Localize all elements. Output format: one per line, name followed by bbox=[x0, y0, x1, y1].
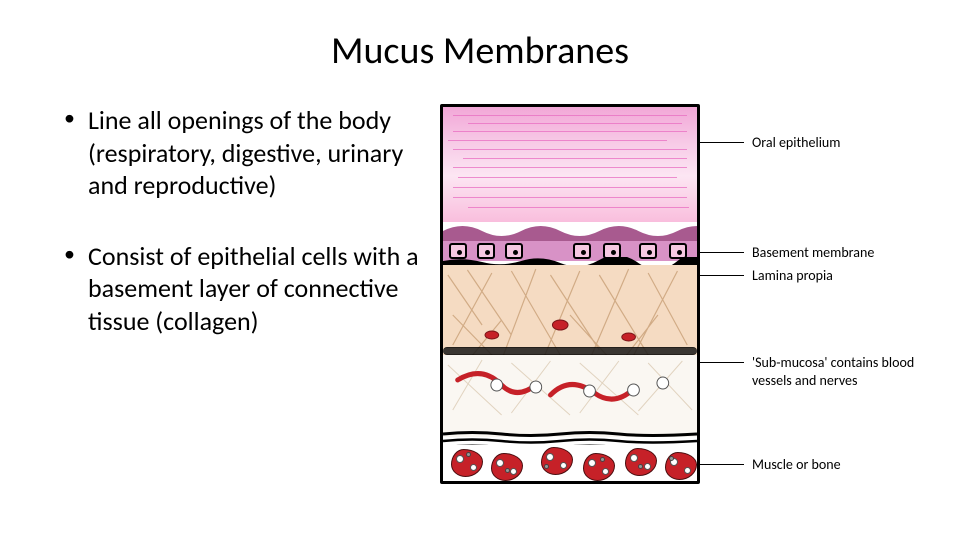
epithelium-texture bbox=[443, 107, 697, 222]
label-text: Oral epithelium bbox=[752, 134, 840, 152]
leader-line-icon bbox=[700, 362, 744, 363]
slide-title: Mucus Membranes bbox=[40, 28, 920, 74]
figure-area: Oral epithelium Basement membrane Lamina… bbox=[440, 104, 920, 484]
diagram-labels: Oral epithelium Basement membrane Lamina… bbox=[700, 104, 920, 484]
label-text: Lamina propia bbox=[752, 267, 833, 285]
label-row: 'Sub-mucosa' contains blood vessels and … bbox=[700, 354, 920, 389]
label-row: Oral epithelium bbox=[700, 134, 840, 152]
leader-line-icon bbox=[700, 275, 744, 276]
slide: Mucus Membranes Line all openings of the… bbox=[0, 0, 960, 540]
epithelium-bottom-wave bbox=[443, 219, 697, 241]
label-text: Basement membrane bbox=[752, 244, 874, 262]
muscle-bone-layer bbox=[443, 445, 697, 481]
leader-line-icon bbox=[700, 464, 744, 465]
label-text: Muscle or bone bbox=[752, 456, 841, 474]
leader-line-icon bbox=[700, 142, 744, 143]
leader-line-icon bbox=[700, 252, 744, 253]
label-text: 'Sub-mucosa' contains blood vessels and … bbox=[752, 354, 920, 389]
sub-mucosa-layer bbox=[443, 355, 697, 437]
bullet-list: Line all openings of the body (respirato… bbox=[40, 104, 424, 484]
membrane-diagram bbox=[440, 104, 700, 484]
bullet-item: Consist of epithelial cells with a basem… bbox=[68, 240, 424, 338]
bullet-item: Line all openings of the body (respirato… bbox=[68, 104, 424, 202]
label-row: Basement membrane bbox=[700, 244, 874, 262]
sub-band-top bbox=[443, 347, 697, 355]
label-row: Lamina propia bbox=[700, 267, 833, 285]
label-row: Muscle or bone bbox=[700, 456, 841, 474]
content-row: Line all openings of the body (respirato… bbox=[40, 104, 920, 484]
oral-epithelium-layer bbox=[443, 107, 697, 222]
